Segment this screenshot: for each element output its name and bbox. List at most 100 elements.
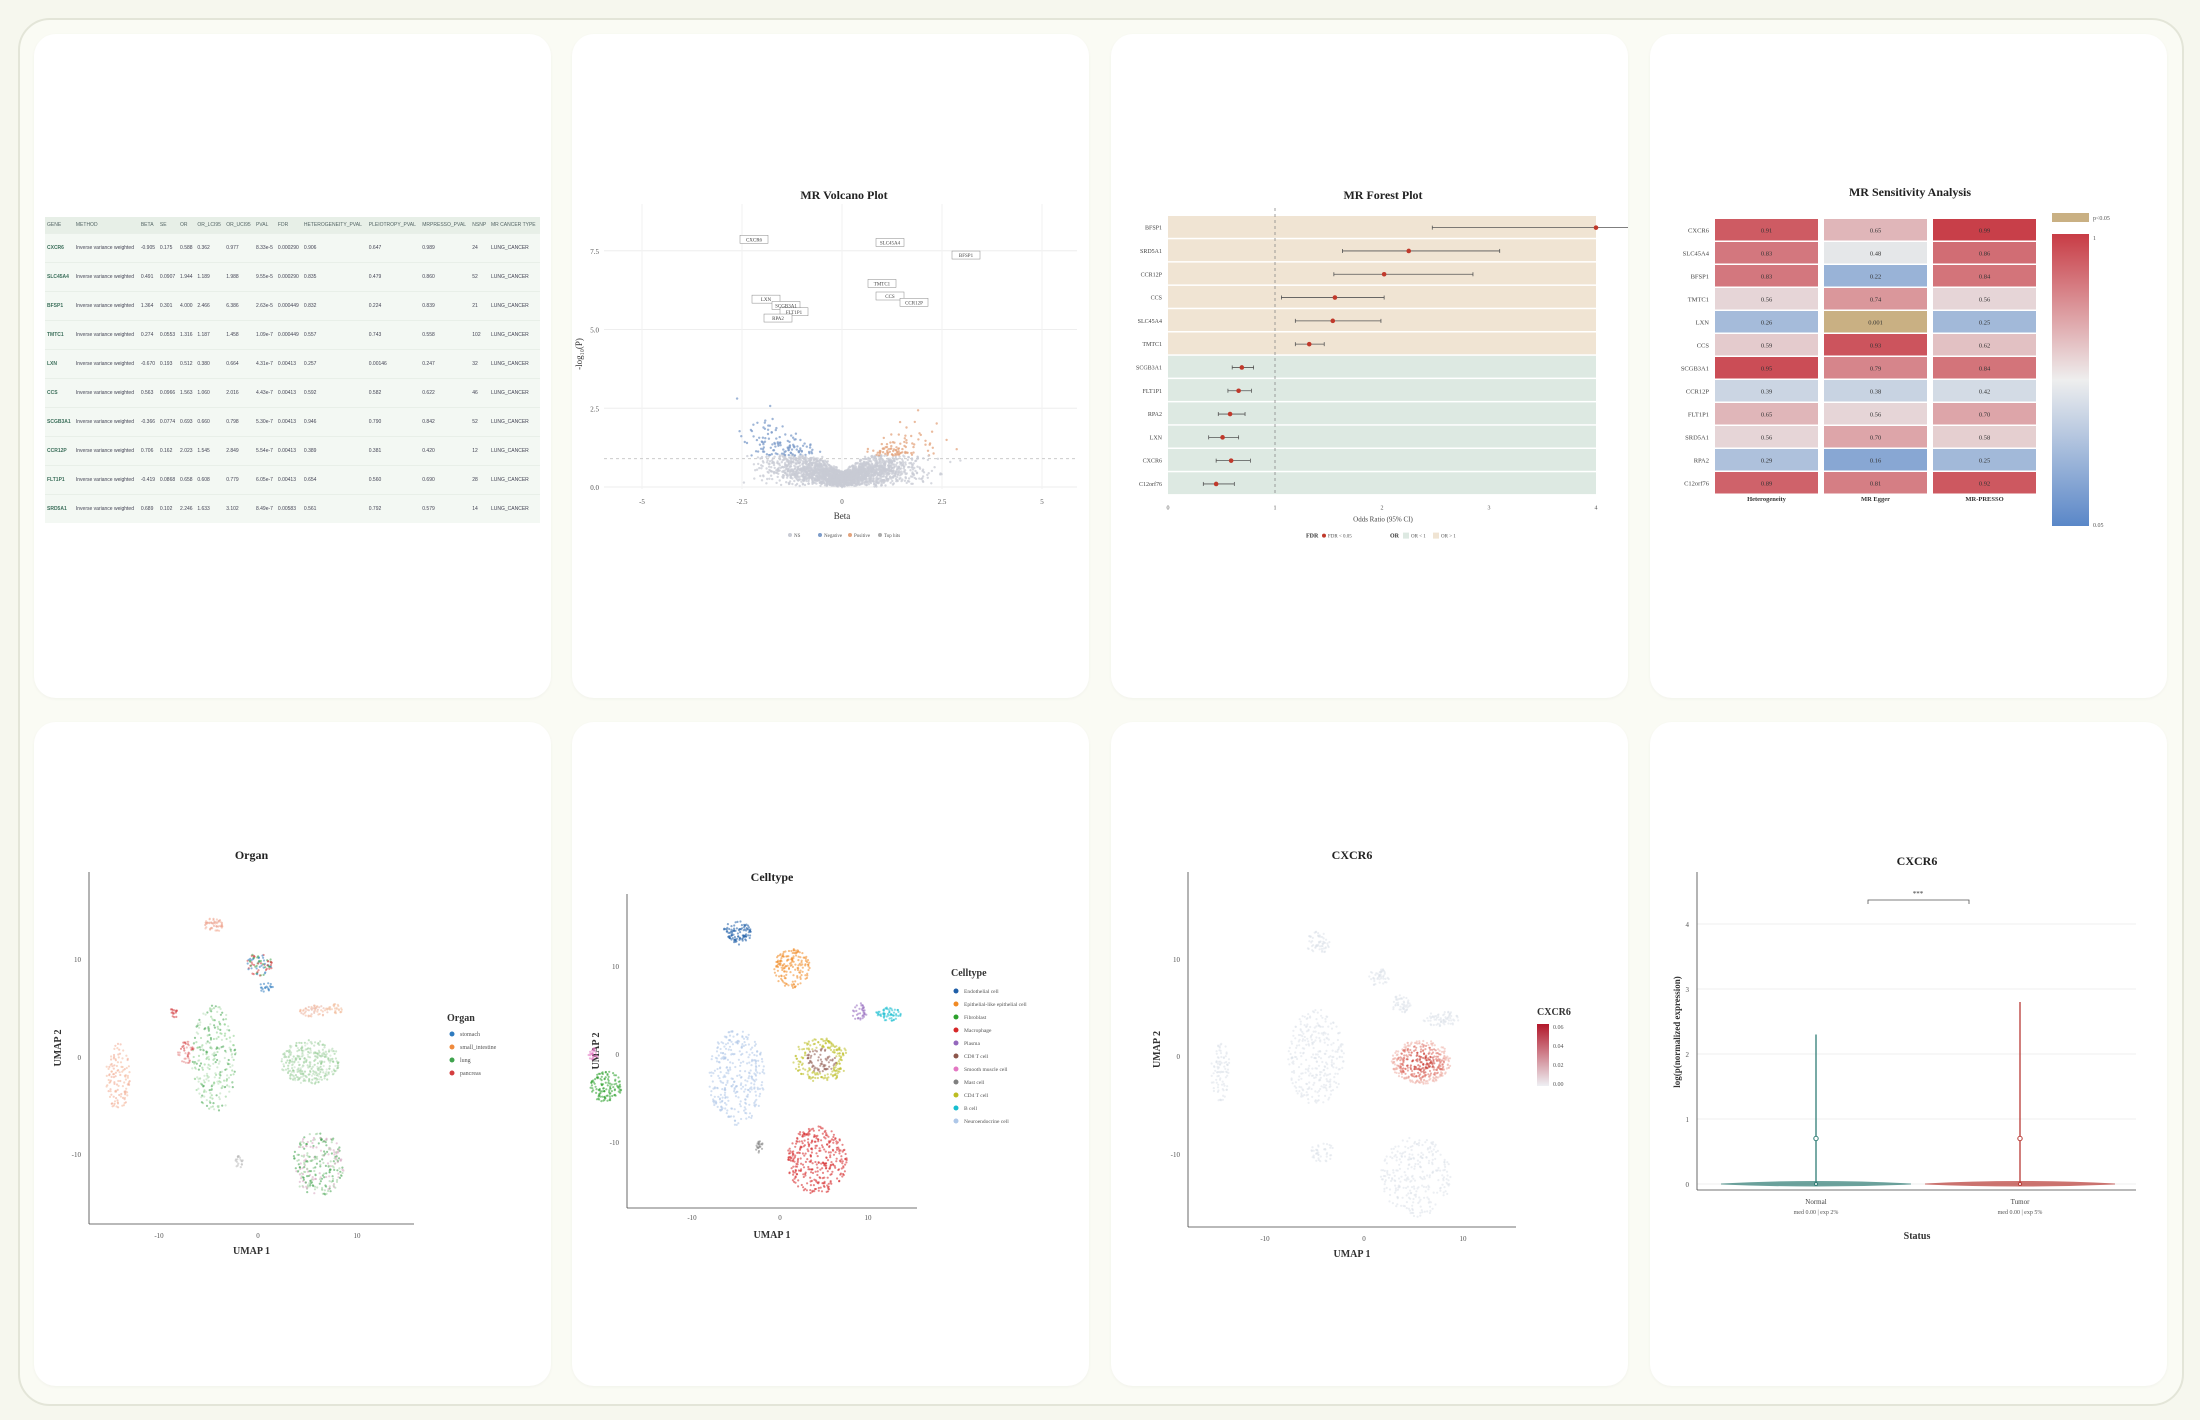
cell-point <box>229 1050 233 1053</box>
cell-point <box>805 1047 809 1050</box>
cell-point <box>816 1076 819 1080</box>
cell-point <box>750 1064 753 1067</box>
forest-row-band <box>1168 332 1596 355</box>
heatmap-cell <box>1933 472 2036 494</box>
heatmap-cell <box>1715 472 1818 494</box>
cell-point <box>229 1048 232 1051</box>
data-point <box>762 475 765 478</box>
cell-point <box>125 1054 128 1057</box>
cell-point <box>268 967 271 970</box>
cell-point <box>319 1165 322 1168</box>
cell-point <box>319 1176 322 1179</box>
cell-point <box>220 1086 223 1090</box>
table-cell: Inverse variance weighted <box>73 494 139 523</box>
cell-point <box>306 1048 309 1051</box>
cell-point <box>723 1057 726 1060</box>
data-point <box>818 450 822 453</box>
data-point <box>758 436 761 439</box>
cell-point <box>114 1090 117 1093</box>
cell-point <box>107 1078 110 1082</box>
cell-point <box>711 1055 714 1058</box>
cell-point <box>284 1068 288 1071</box>
cell-value: 0.65 <box>1870 228 1881 235</box>
cell-point <box>321 1010 324 1013</box>
cell-point <box>812 1043 815 1046</box>
data-point <box>866 463 869 466</box>
cell-point <box>717 1095 720 1098</box>
data-point <box>856 461 859 465</box>
cell-value: 0.56 <box>1761 297 1773 304</box>
cell-point <box>817 1073 820 1076</box>
table-row: FLT1P1 Inverse variance weighted -0.419 0.0… <box>45 465 540 495</box>
table-cell: LUNG_CANCER <box>489 291 540 321</box>
cell-point <box>829 1048 833 1052</box>
cell-point <box>186 1055 189 1058</box>
cell-point <box>202 1053 205 1056</box>
cell-point <box>797 1069 800 1072</box>
table-row: TMTC1 Inverse variance weighted 0.274 0.055… <box>45 320 540 350</box>
cell-point <box>329 1057 332 1061</box>
cell-point <box>112 1053 116 1057</box>
cell-point <box>117 1056 120 1059</box>
cell-point <box>746 1038 749 1041</box>
table-row: SRD5A1 Inverse variance weighted 0.689 0.10… <box>45 494 540 523</box>
cell-point <box>723 1093 726 1097</box>
cell-point <box>236 1158 239 1161</box>
data-point <box>770 459 774 462</box>
cell-point <box>302 1186 305 1189</box>
data-point <box>771 443 774 446</box>
data-point <box>921 475 925 478</box>
cell-point <box>309 1047 312 1050</box>
data-point <box>799 447 802 450</box>
cell-point <box>725 1112 728 1115</box>
legend-swatch <box>449 1031 455 1037</box>
cell-point <box>337 1157 341 1160</box>
cell-point <box>323 1192 326 1195</box>
data-point <box>854 482 857 485</box>
data-point <box>793 467 796 470</box>
cell-value: 0.81 <box>1870 481 1881 488</box>
cell-point <box>285 1061 288 1064</box>
cell-point <box>808 1077 811 1080</box>
cell-point <box>315 1146 318 1149</box>
cell-point <box>267 987 270 991</box>
cell-point <box>840 1049 843 1052</box>
cell-point <box>214 1053 218 1056</box>
cell-point <box>298 1173 301 1176</box>
data-point <box>896 461 899 465</box>
data-point <box>867 471 871 474</box>
cell-point <box>119 1061 123 1064</box>
cell-point <box>319 1070 322 1074</box>
table-cell: 52 <box>470 262 489 292</box>
hit-label-box <box>875 238 905 247</box>
data-point <box>800 455 803 458</box>
data-point <box>803 483 807 487</box>
cell-point <box>186 1061 189 1064</box>
cell-point <box>303 1057 306 1060</box>
cell-point <box>121 1057 124 1060</box>
cell-point <box>320 1054 323 1057</box>
cell-point <box>199 1082 203 1085</box>
cell-point <box>833 1045 836 1049</box>
data-point <box>921 477 924 480</box>
data-point <box>891 483 895 486</box>
cell-point <box>297 1067 300 1070</box>
cell-point <box>114 1075 117 1078</box>
cell-point <box>198 1018 201 1021</box>
cell-point <box>308 1185 311 1188</box>
cell-point <box>718 1098 721 1101</box>
forest-title: MR Forest Plot <box>1343 188 1422 202</box>
table-cell: 1.563 <box>178 378 196 408</box>
cell-point <box>187 1044 190 1047</box>
cell-point <box>814 1160 817 1164</box>
data-point <box>801 444 805 447</box>
data-point <box>774 428 777 432</box>
cell-point <box>333 1168 336 1171</box>
cell-point <box>789 1150 792 1153</box>
cell-point <box>196 1024 199 1027</box>
cell-point <box>742 1037 746 1040</box>
table-cell: 2.023 <box>178 436 196 466</box>
data-point <box>815 459 819 462</box>
x-tick-label: 3 <box>1488 506 1491 512</box>
cell-point <box>803 1041 806 1044</box>
